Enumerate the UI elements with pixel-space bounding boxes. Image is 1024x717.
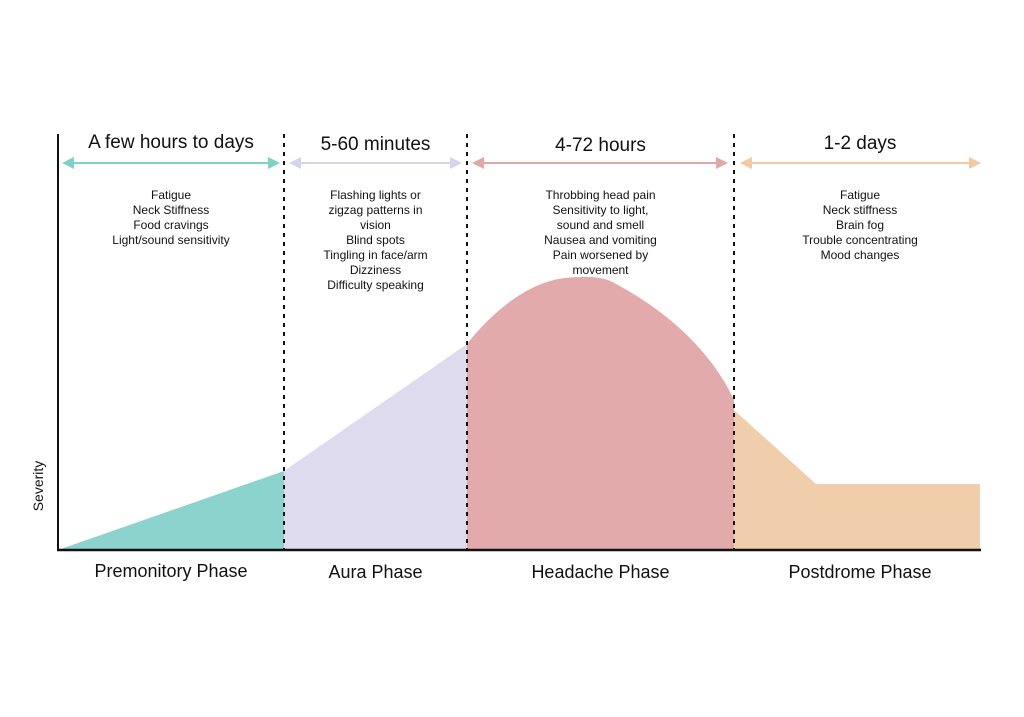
premonitory-phase-label: Premonitory Phase bbox=[94, 561, 248, 581]
symptom-item: Trouble concentrating bbox=[802, 233, 918, 247]
symptom-item: Brain fog bbox=[835, 218, 885, 232]
symptom-item: Light/sound sensitivity bbox=[112, 233, 230, 247]
headache-phase-label: Headache Phase bbox=[531, 562, 670, 582]
symptom-item: Tingling in face/arm bbox=[323, 248, 428, 262]
aura-duration-arrow bbox=[289, 157, 462, 169]
premonitory-duration-label: A few hours to days bbox=[88, 132, 254, 153]
symptom-item: Throbbing head pain bbox=[545, 188, 656, 202]
aura-phase-label: Aura Phase bbox=[328, 562, 423, 582]
headache-symptoms: Throbbing head pain Sensitivity to light,… bbox=[467, 188, 734, 278]
symptom-item: Dizziness bbox=[349, 263, 402, 277]
symptom-item: Pain worsened by bbox=[552, 248, 649, 262]
headache-area bbox=[467, 276, 734, 550]
symptom-item: zigzag patterns in bbox=[328, 203, 423, 217]
symptom-item: Neck stiffness bbox=[822, 203, 898, 217]
premonitory-area bbox=[58, 471, 284, 550]
postdrome-duration-label: 1-2 days bbox=[823, 133, 897, 154]
aura-symptoms: Flashing lights or zigzag patterns in visi… bbox=[284, 188, 467, 293]
headache-duration-arrow bbox=[472, 157, 728, 169]
symptom-item: Flashing lights or bbox=[330, 188, 421, 202]
symptom-item: Difficulty speaking bbox=[327, 278, 424, 292]
symptom-item: Fatigue bbox=[839, 188, 881, 202]
y-axis-label: Severity bbox=[30, 460, 46, 512]
postdrome-phase-label: Postdrome Phase bbox=[788, 562, 932, 582]
symptom-item: Sensitivity to light, bbox=[552, 203, 649, 217]
headache-duration-label: 4-72 hours bbox=[555, 135, 646, 156]
postdrome-area bbox=[734, 410, 980, 550]
symptom-item: Neck Stiffness bbox=[132, 203, 210, 217]
aura-area bbox=[284, 344, 467, 550]
symptom-item: sound and smell bbox=[556, 218, 645, 232]
symptom-item: movement bbox=[572, 263, 629, 277]
postdrome-symptoms: Fatigue Neck stiffness Brain fog Trouble co… bbox=[740, 188, 980, 263]
symptom-item: Nausea and vomiting bbox=[544, 233, 657, 247]
symptom-item: Food cravings bbox=[133, 218, 209, 232]
symptom-item: Mood changes bbox=[820, 248, 900, 262]
symptom-item: vision bbox=[360, 218, 391, 232]
aura-duration-label: 5-60 minutes bbox=[320, 134, 431, 155]
premonitory-symptoms: Fatigue Neck Stiffness Food cravings Light/… bbox=[58, 188, 284, 248]
premonitory-duration-arrow bbox=[62, 157, 280, 169]
symptom-item: Blind spots bbox=[346, 233, 405, 247]
symptom-item: Fatigue bbox=[150, 188, 192, 202]
postdrome-duration-arrow bbox=[740, 157, 981, 169]
